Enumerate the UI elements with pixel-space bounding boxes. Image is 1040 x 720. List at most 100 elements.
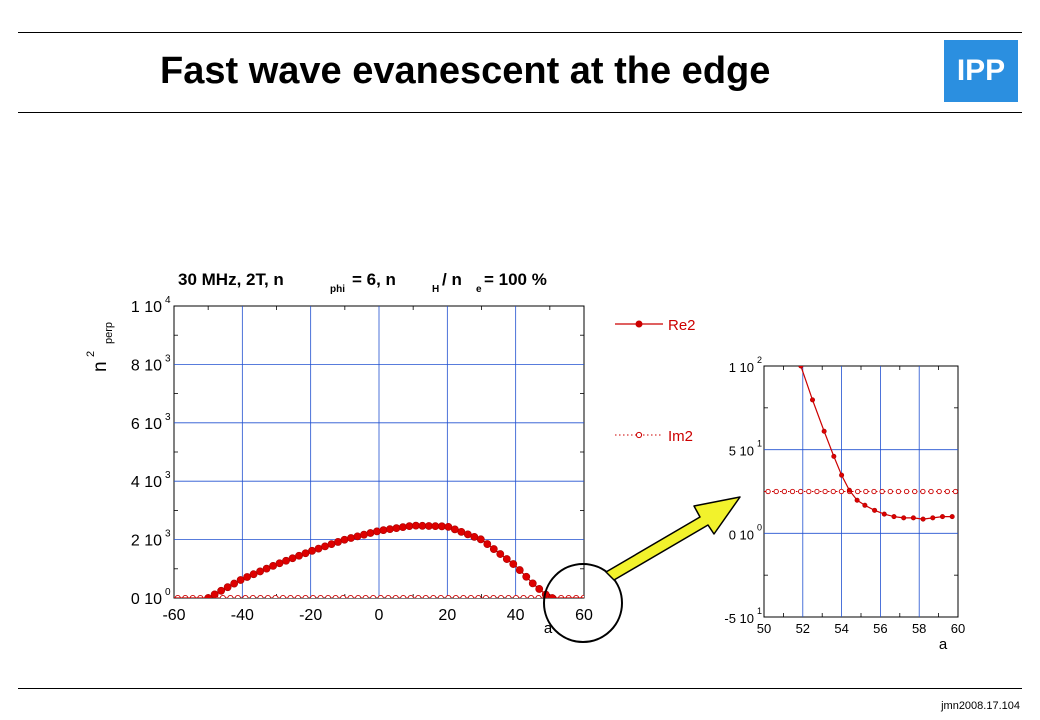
main-series-re2-point bbox=[243, 573, 252, 581]
zoom-series-im2-point bbox=[895, 488, 902, 495]
zoom-x-tick-label: 60 bbox=[951, 621, 965, 636]
zoom-series-re2-point bbox=[846, 487, 852, 493]
main-series-im2-point bbox=[392, 594, 399, 598]
zoom-series-im2-point bbox=[855, 488, 861, 495]
main-y-tick-label: 4 10 bbox=[131, 474, 162, 491]
main-chart-title: 30 MHz, 2T, n phi = 6, n H / n e = 100 % bbox=[178, 270, 547, 295]
main-series-re2-point bbox=[301, 549, 310, 558]
main-series-re2-point bbox=[334, 538, 342, 546]
main-series-re2-point bbox=[476, 535, 485, 544]
main-series-im2-point bbox=[475, 594, 482, 598]
main-series-re2-point bbox=[444, 522, 453, 531]
main-series-re2-point bbox=[204, 594, 213, 598]
main-series-re2-point bbox=[399, 523, 407, 532]
zoom-series-re2-point bbox=[872, 507, 878, 513]
main-series-re2-point bbox=[424, 522, 433, 530]
main-series-re2-point bbox=[314, 544, 323, 553]
main-series-re2-point bbox=[502, 555, 511, 563]
main-series-re2-point bbox=[340, 535, 349, 544]
zoom-series-re2-point bbox=[930, 515, 936, 521]
main-series-re2-point bbox=[457, 527, 466, 536]
svg-text:/ n: / n bbox=[442, 270, 462, 289]
svg-text:phi: phi bbox=[330, 284, 345, 295]
main-series-im2-point bbox=[227, 594, 234, 598]
zoom-series-im2-point bbox=[822, 488, 828, 495]
zoom-series-im2-point bbox=[789, 488, 796, 495]
main-series-im2-point bbox=[385, 594, 392, 598]
zoom-x-tick-label: 56 bbox=[873, 621, 887, 636]
main-y-tick-exponent: 3 bbox=[165, 470, 171, 481]
svg-text:e: e bbox=[476, 284, 482, 295]
main-series-im2-point bbox=[370, 594, 377, 598]
zoom-series-re2-point bbox=[949, 514, 955, 520]
legend: Re2 Im2 bbox=[615, 317, 696, 445]
zoom-x-tick-label: 54 bbox=[834, 621, 848, 636]
main-series-im2-point bbox=[407, 594, 414, 598]
main-series-re2-point bbox=[223, 583, 232, 592]
main-series-im2-point bbox=[415, 594, 422, 598]
zoom-series-im2-point bbox=[838, 488, 845, 495]
main-series-im2-point bbox=[482, 594, 489, 598]
main-series-im2-point bbox=[580, 594, 584, 598]
main-series-re2-point bbox=[528, 579, 537, 588]
main-series-im2-point bbox=[272, 594, 279, 598]
svg-text:2: 2 bbox=[85, 351, 97, 357]
slide-title: Fast wave evanescent at the edge bbox=[160, 50, 771, 92]
svg-text:n: n bbox=[90, 361, 111, 372]
main-y-tick-label: 6 10 bbox=[131, 416, 162, 433]
zoom-series-im2-point bbox=[952, 488, 958, 495]
main-series-im2-point bbox=[264, 594, 272, 598]
main-series-im2-point bbox=[310, 594, 317, 598]
zoom-y-tick-label: 1 10 bbox=[729, 360, 754, 375]
main-series-im2-point bbox=[325, 594, 332, 598]
main-x-tick-label: 40 bbox=[507, 607, 525, 624]
main-series-im2-point bbox=[189, 594, 196, 598]
legend-label-im2: Im2 bbox=[668, 428, 693, 445]
main-y-tick-label: 1 10 bbox=[131, 299, 162, 316]
main-series-im2-point bbox=[520, 594, 527, 598]
main-series-re2-point bbox=[431, 522, 440, 531]
main-x-axis-label: a bbox=[544, 620, 553, 637]
zoom-y-tick-label: 0 10 bbox=[729, 527, 754, 542]
top-rule bbox=[18, 32, 1022, 33]
zoom-series-im2-point bbox=[920, 488, 926, 495]
title-rule bbox=[18, 112, 1022, 113]
zoom-series-im2-point bbox=[798, 488, 804, 495]
main-series-re2-point bbox=[360, 530, 368, 539]
zoom-y-tick-exponent: 2 bbox=[757, 355, 762, 365]
main-x-tick-label: 60 bbox=[575, 607, 593, 624]
main-series-im2-point bbox=[302, 594, 309, 598]
main-series-im2-point bbox=[452, 594, 459, 598]
main-series-im2-point bbox=[242, 594, 249, 598]
bottom-rule bbox=[18, 688, 1022, 689]
main-series-re2-point bbox=[295, 551, 303, 560]
main-series-re2-point bbox=[379, 526, 388, 535]
main-series-re2-point bbox=[470, 532, 479, 541]
main-series-im2-point bbox=[490, 594, 497, 598]
main-series-re2-point bbox=[210, 590, 219, 598]
logo-text: IPP bbox=[957, 54, 1005, 87]
main-y-tick-exponent: 3 bbox=[165, 353, 171, 364]
zoom-series-im2-point bbox=[944, 488, 950, 495]
zoom-series-re2-point bbox=[862, 502, 868, 508]
zoom-x-axis-label: a bbox=[939, 636, 948, 653]
main-series-re2-point bbox=[249, 570, 258, 579]
zoom-series-im2-point bbox=[871, 488, 877, 495]
zoom-series-re2-point bbox=[798, 366, 804, 369]
main-y-axis-label: n 2 perp bbox=[85, 322, 115, 372]
main-series-im2-point bbox=[219, 594, 226, 598]
main-series-re2-point bbox=[366, 529, 375, 537]
zoom-series-im2-point bbox=[887, 488, 893, 495]
zoom-series-im2-point bbox=[863, 488, 869, 495]
main-series-re2-point bbox=[327, 540, 336, 549]
svg-text:30 MHz, 2T, n: 30 MHz, 2T, n bbox=[178, 270, 284, 289]
main-series-im2-point bbox=[497, 594, 505, 598]
main-series-re2-point bbox=[411, 521, 420, 530]
main-series-im2-point bbox=[279, 594, 287, 598]
main-series-im2-point bbox=[347, 594, 354, 598]
svg-text:perp: perp bbox=[103, 322, 115, 344]
zoom-series-im2-point bbox=[773, 488, 779, 495]
main-series-re2-point bbox=[275, 559, 284, 568]
main-series-re2-point bbox=[308, 546, 316, 555]
